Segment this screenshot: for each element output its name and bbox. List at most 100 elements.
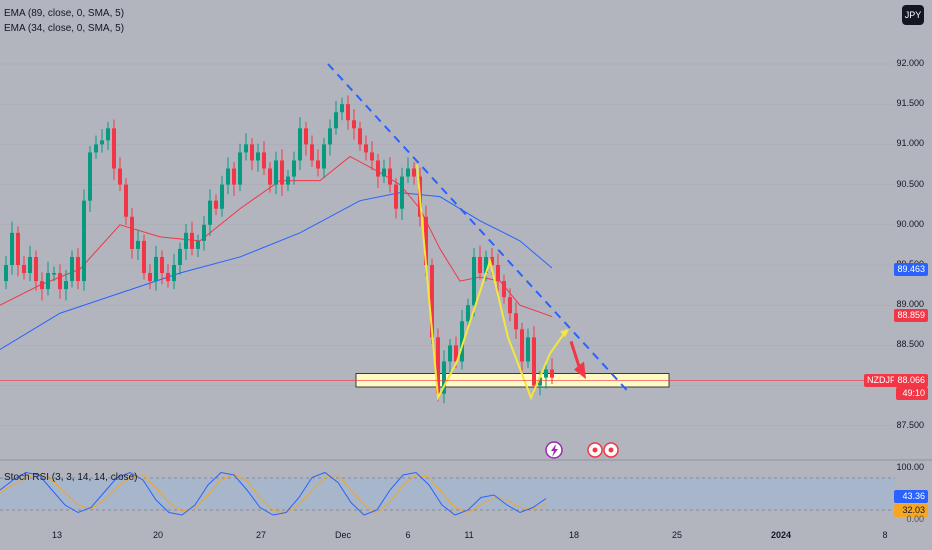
rsi-d-line [0,473,547,514]
candle-body [190,232,194,249]
currency-button[interactable]: JPY [902,5,924,25]
candle-body [274,160,278,185]
candle-body [550,369,554,378]
price-tick-label: 91.000 [896,138,924,149]
time-tick-label: 2024 [770,530,792,540]
news-event-marker[interactable] [603,442,619,458]
candle-body [466,305,470,322]
rsi-k-badge: 43.36 [894,490,928,503]
candle-body [394,184,398,209]
candle-body [406,168,410,177]
candle-body [208,200,212,225]
candle-body [166,273,170,282]
time-tick-label: 18 [568,530,580,540]
candle-body [334,112,338,129]
ema34-badge: 88.859 [894,309,928,322]
time-tick-label: 8 [882,530,888,540]
candle-body [532,337,536,386]
price-tick-label: 88.500 [896,339,924,350]
candle-body [538,377,542,386]
ema34-legend[interactable]: EMA (34, close, 0, SMA, 5) [4,23,125,34]
candle-body [118,168,122,185]
candle-body [388,168,392,185]
projection-arrows [560,329,586,380]
ema89-badge: 89.463 [894,263,928,276]
candle-body [130,216,134,249]
candle-body [16,232,20,265]
time-tick-label: 11 [464,530,474,540]
candle-body [196,240,200,249]
ema89-line [0,192,553,350]
down-arrow-shaft [569,340,582,370]
event-markers[interactable] [545,441,619,459]
candle-body [4,265,8,282]
time-tick-label: 13 [51,530,63,540]
candle-body [202,224,206,241]
candle-body [238,152,242,185]
candle-body [52,273,56,275]
earnings-marker[interactable] [545,441,563,459]
pattern-path [416,164,568,402]
candle-body [448,345,452,362]
candle-body [322,144,326,169]
event-icon-dot [608,447,614,453]
candle-body [436,337,440,394]
stoch-rsi-legend[interactable]: Stoch RSI (3, 3, 14, 14, close) [4,472,138,483]
candle-body [34,256,38,282]
candle-body [544,369,548,378]
candle-body [100,140,104,145]
candle-body [64,281,68,290]
time-tick-label: 6 [405,530,411,540]
ema89-legend[interactable]: EMA (89, close, 0, SMA, 5) [4,8,125,19]
candle-body [364,144,368,153]
candle-body [508,297,512,314]
candle-body [430,265,434,338]
candle-body [352,120,356,129]
candle-body [112,128,116,169]
candle-body [472,256,476,306]
down-arrow-head [574,361,586,380]
candle-body [310,144,314,161]
candle-body [376,160,380,177]
price-tick-label: 91.500 [896,98,924,109]
candle-body [280,160,284,185]
price-tick-label: 90.500 [896,178,924,189]
candle-body [340,104,344,113]
candle-body [526,337,530,362]
candle-body [148,273,152,282]
news-event-marker[interactable] [587,442,603,458]
grid-lines [0,63,895,427]
candle-body [82,200,86,282]
candle-body [370,152,374,161]
candle-body [154,256,158,282]
candle-body [136,240,140,249]
stoch-rsi-band [0,478,895,510]
lightning-icon [551,444,558,457]
candle-body [46,273,50,290]
candles [4,95,554,404]
candle-body [412,168,416,177]
candle-body [382,168,386,177]
candle-body [490,256,494,265]
candle-body [424,216,428,265]
candle-body [460,321,464,362]
time-tick-label: 20 [152,530,164,540]
candle-body [454,345,458,362]
candle-body [28,256,32,274]
up-arrow-head [560,329,569,338]
candle-body [10,232,14,265]
candle-body [442,361,446,394]
event-icon-dot [592,447,598,453]
price-tick-label: 92.000 [896,58,924,68]
stoch-rsi-lines [0,471,895,516]
candle-body [250,144,254,161]
candle-body [58,273,62,290]
candle-body [292,160,296,177]
candle-body [232,168,236,185]
candle-body [298,128,302,161]
candle-body [22,265,26,274]
price-tick-label: 90.000 [896,218,924,229]
countdown-badge: 49:10 [896,387,928,400]
candle-body [358,128,362,145]
